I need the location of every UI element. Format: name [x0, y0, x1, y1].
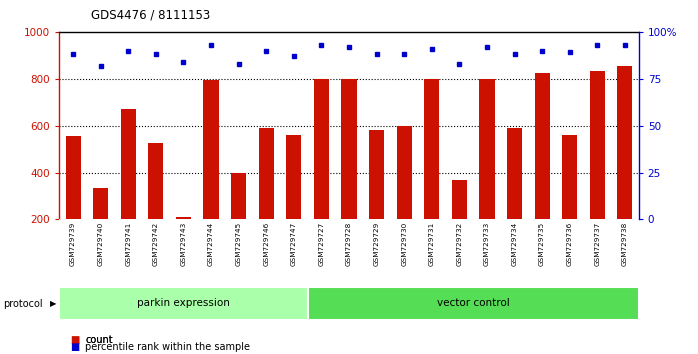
Bar [259, 128, 274, 266]
Bar [121, 109, 136, 266]
Text: GSM729727: GSM729727 [318, 222, 325, 266]
Text: ▶: ▶ [50, 299, 57, 308]
Text: GSM729739: GSM729739 [70, 222, 76, 266]
Bar [424, 79, 439, 266]
Text: GSM729734: GSM729734 [512, 222, 517, 266]
Text: GSM729737: GSM729737 [594, 222, 600, 266]
Text: vector control: vector control [437, 298, 510, 308]
Text: count: count [85, 335, 113, 345]
Bar [66, 136, 81, 266]
Text: ■: ■ [70, 335, 79, 345]
Text: GSM729738: GSM729738 [622, 222, 628, 266]
Text: GSM729747: GSM729747 [291, 222, 297, 266]
Text: GSM729730: GSM729730 [401, 222, 407, 266]
Text: GSM729728: GSM729728 [346, 222, 352, 266]
Bar [507, 128, 522, 266]
Text: GSM729733: GSM729733 [484, 222, 490, 266]
Bar [452, 179, 467, 266]
Text: GSM729744: GSM729744 [208, 222, 214, 266]
Bar [562, 135, 577, 266]
Bar [176, 217, 191, 266]
Text: GSM729729: GSM729729 [373, 222, 380, 266]
Bar [480, 79, 494, 266]
Text: GSM729740: GSM729740 [98, 222, 104, 266]
Text: GSM729745: GSM729745 [236, 222, 242, 266]
Text: percentile rank within the sample: percentile rank within the sample [85, 342, 250, 352]
Bar [93, 188, 108, 266]
Text: GSM729736: GSM729736 [567, 222, 572, 266]
Text: GDS4476 / 8111153: GDS4476 / 8111153 [91, 9, 210, 22]
Text: GSM729741: GSM729741 [126, 222, 131, 266]
Text: ■: ■ [70, 342, 79, 352]
Text: GSM729732: GSM729732 [456, 222, 462, 266]
Bar [535, 73, 550, 266]
Bar [341, 79, 357, 266]
Bar [617, 66, 632, 266]
Bar [231, 172, 246, 266]
Bar [148, 143, 163, 266]
Bar [308, 287, 639, 320]
Bar [590, 70, 605, 266]
Text: count: count [85, 335, 113, 345]
Text: parkin expression: parkin expression [137, 298, 230, 308]
Text: GSM729743: GSM729743 [181, 222, 186, 266]
Text: GSM729742: GSM729742 [153, 222, 159, 266]
Bar [59, 287, 308, 320]
Text: GSM729735: GSM729735 [539, 222, 545, 266]
Bar [314, 79, 329, 266]
Text: ■: ■ [70, 335, 79, 345]
Bar [369, 130, 384, 266]
Bar [396, 126, 412, 266]
Text: GSM729731: GSM729731 [429, 222, 435, 266]
Text: GSM729746: GSM729746 [263, 222, 269, 266]
Bar [286, 135, 302, 266]
Text: protocol: protocol [3, 298, 43, 309]
Bar [204, 80, 218, 266]
